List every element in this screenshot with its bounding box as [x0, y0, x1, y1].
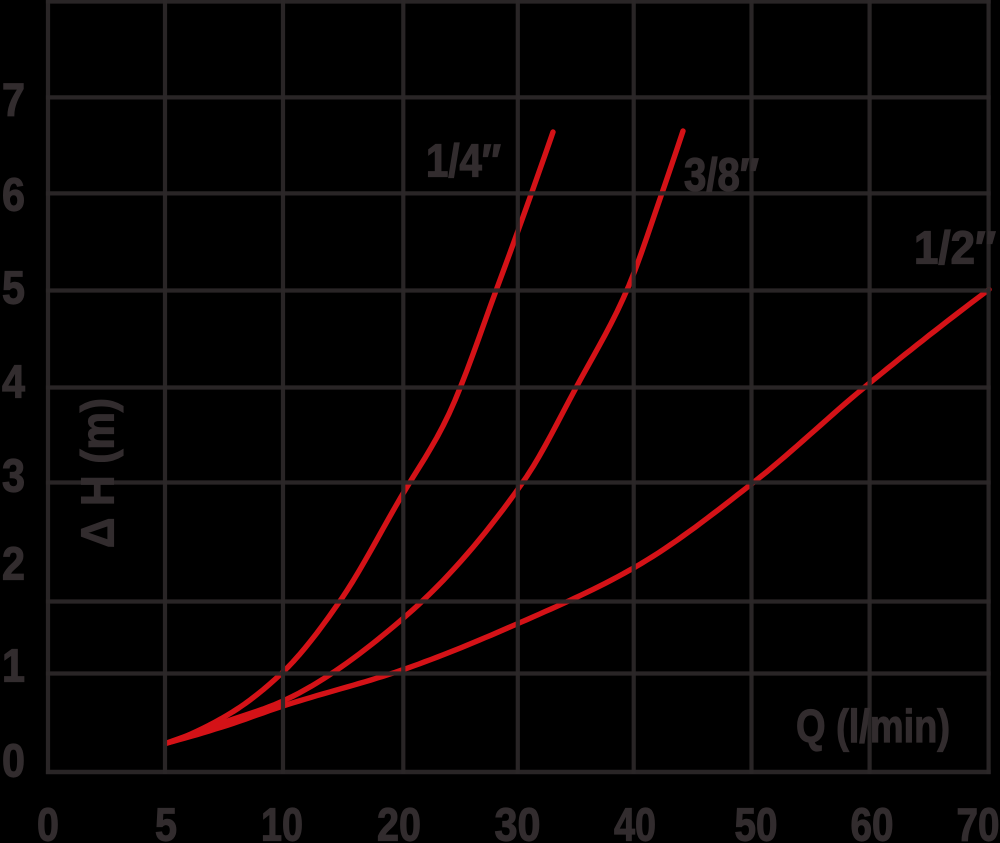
- svg-text:Q (l/min): Q (l/min): [796, 700, 950, 752]
- svg-text:3: 3: [2, 450, 25, 502]
- svg-text:60: 60: [851, 799, 894, 843]
- svg-text:0: 0: [37, 799, 59, 843]
- svg-text:1: 1: [2, 640, 25, 692]
- svg-text:2: 2: [2, 538, 25, 590]
- svg-text:4: 4: [2, 356, 25, 408]
- svg-text:10: 10: [261, 799, 303, 843]
- svg-text:5: 5: [2, 262, 25, 314]
- svg-text:1/2″: 1/2″: [914, 222, 996, 274]
- svg-text:7: 7: [2, 74, 25, 126]
- svg-text:6: 6: [2, 169, 25, 221]
- svg-text:70: 70: [957, 799, 1000, 843]
- svg-text:1/4″: 1/4″: [426, 135, 501, 187]
- svg-text:0: 0: [2, 735, 25, 787]
- svg-text:3/8″: 3/8″: [684, 149, 759, 201]
- svg-text:30: 30: [495, 799, 541, 843]
- svg-text:20: 20: [377, 799, 421, 843]
- svg-text:Δ H (m): Δ H (m): [72, 398, 124, 548]
- svg-text:40: 40: [614, 799, 656, 843]
- svg-text:5: 5: [155, 799, 177, 843]
- svg-text:50: 50: [735, 799, 778, 843]
